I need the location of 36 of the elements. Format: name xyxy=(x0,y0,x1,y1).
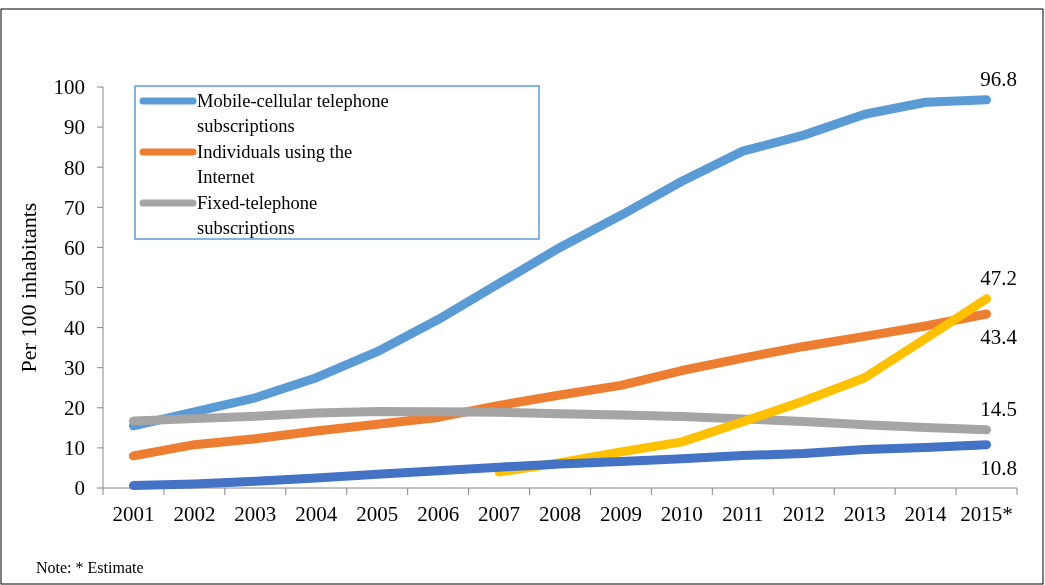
y-tick-label: 20 xyxy=(64,396,85,421)
data-label: 14.5 xyxy=(980,396,1017,421)
y-tick-label: 70 xyxy=(64,195,85,220)
y-tick-label: 40 xyxy=(64,315,85,340)
data-label: 96.8 xyxy=(980,66,1017,91)
legend-label: Individuals using the Internet xyxy=(197,142,353,188)
y-tick-label: 30 xyxy=(64,356,85,381)
y-tick-label: 60 xyxy=(64,235,85,260)
legend-label: Mobile-cellular telephone subscriptions xyxy=(197,91,389,137)
text: Note: * Estimate xyxy=(36,559,144,576)
x-tick-label: 2013 xyxy=(843,502,886,526)
x-tick-label: 2004 xyxy=(295,502,338,526)
x-tick-label: 2010 xyxy=(660,502,703,526)
x-tick-label: 2003 xyxy=(234,502,277,526)
x-tick-label: 2002 xyxy=(173,502,216,526)
y-tick-label: 100 xyxy=(53,75,85,100)
x-tick-label: 2009 xyxy=(599,502,642,526)
y-tick-label: 0 xyxy=(74,476,85,501)
x-tick-label: 2011 xyxy=(722,502,764,526)
x-tick-label: 2006 xyxy=(417,502,460,526)
y-axis-title: Per 100 inhabitants xyxy=(16,202,41,373)
x-tick-label: 2007 xyxy=(478,502,521,526)
x-tick-label: 2015* xyxy=(960,502,1013,526)
x-tick-label: 2005 xyxy=(356,502,399,526)
legend-label: Fixed-telephone subscriptions xyxy=(197,193,318,239)
x-tick-label: 2001 xyxy=(112,502,155,526)
y-tick-label: 80 xyxy=(64,155,85,180)
y-tick-label: 10 xyxy=(64,436,85,461)
y-tick-label: 90 xyxy=(64,115,85,140)
y-tick-label: 50 xyxy=(64,275,85,300)
data-label: 47.2 xyxy=(980,265,1017,290)
x-tick-label: 2012 xyxy=(782,502,825,526)
data-label: 10.8 xyxy=(980,455,1017,480)
x-tick-label: 2014 xyxy=(904,502,948,526)
x-tick-label: 2008 xyxy=(539,502,581,526)
data-label: 43.4 xyxy=(980,324,1018,349)
